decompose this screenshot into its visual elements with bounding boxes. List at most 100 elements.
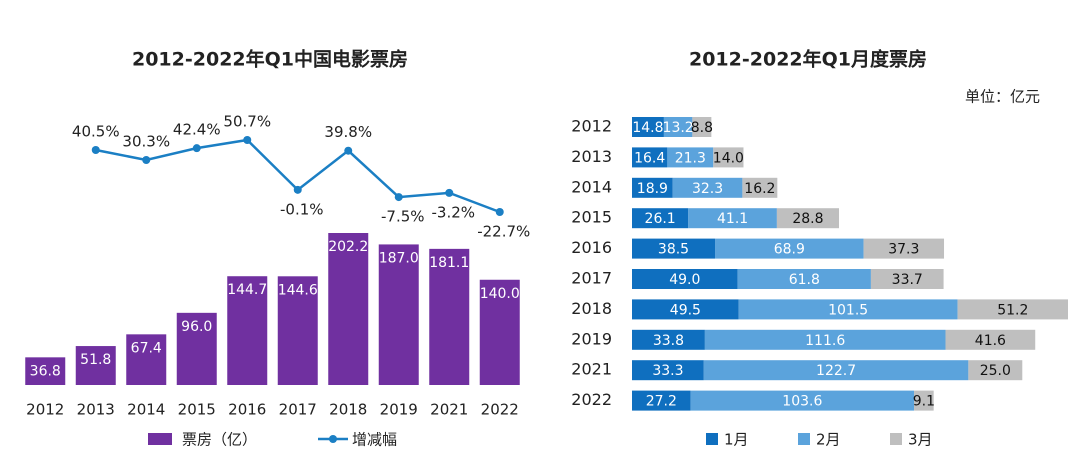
line-label: -22.7%: [477, 223, 530, 241]
segment-label: 32.3: [692, 181, 723, 197]
segment-label: 27.2: [646, 394, 677, 410]
bar-label: 51.8: [80, 352, 111, 368]
line-label: -7.5%: [381, 208, 425, 226]
bar: [227, 276, 268, 385]
segment-label: 16.2: [744, 181, 775, 197]
bar-label: 36.8: [30, 363, 61, 379]
bar: [126, 334, 167, 385]
x-tick-label: 2015: [178, 401, 216, 419]
bar: [328, 233, 369, 385]
x-tick-label: 2018: [329, 401, 367, 419]
legend-label: 票房（亿）: [182, 431, 257, 449]
segment-label: 61.8: [789, 272, 820, 288]
y-tick-label: 2017: [571, 269, 612, 288]
unit-label: 单位：亿元: [965, 88, 1040, 106]
x-tick-label: 2016: [228, 401, 266, 419]
line-marker: [293, 185, 302, 194]
bar-segment: [742, 177, 778, 198]
bar-segment: [870, 269, 944, 289]
segment-label: 25.0: [980, 363, 1011, 379]
segment-label: 41.6: [975, 333, 1006, 349]
segment-label: 14.8: [632, 120, 663, 136]
bar: [429, 248, 470, 385]
segment-label: 18.9: [637, 181, 668, 197]
segment-label: 33.3: [652, 363, 683, 379]
y-tick-label: 2016: [571, 238, 612, 257]
x-tick-label: 2019: [380, 401, 418, 419]
line-marker: [344, 146, 353, 155]
bar: [479, 279, 520, 385]
legend-label: 2月: [816, 431, 841, 449]
bar-segment: [776, 208, 840, 229]
segment-label: 14.0: [713, 150, 744, 166]
segment-label: 68.9: [774, 242, 805, 258]
bar: [378, 244, 419, 385]
bar-segment: [692, 117, 712, 137]
legend-swatch: [798, 433, 810, 445]
bar-segment: [632, 329, 705, 350]
bar-segment: [672, 177, 743, 198]
line-label: -0.1%: [280, 200, 324, 218]
y-tick-label: 2015: [571, 208, 612, 227]
legend-label: 3月: [908, 431, 933, 449]
chart-title: 2012-2022年Q1中国电影票房: [132, 48, 408, 71]
bar-segment: [738, 299, 958, 320]
bar-segment: [914, 390, 934, 411]
segment-label: 13.2: [663, 120, 694, 136]
bar-label: 187.0: [379, 250, 419, 266]
line-marker: [394, 193, 403, 202]
segment-label: 9.1: [913, 394, 935, 410]
legend-marker: [329, 435, 337, 443]
line-marker: [192, 144, 201, 153]
segment-label: 33.7: [892, 272, 923, 288]
segment-label: 28.8: [792, 211, 823, 227]
bar-segment: [957, 299, 1068, 320]
bar-label: 96.0: [181, 319, 212, 335]
segment-label: 8.8: [691, 120, 713, 136]
bar-label: 67.4: [131, 340, 162, 356]
segment-label: 26.1: [645, 211, 676, 227]
bar-segment: [737, 269, 871, 289]
segment-label: 101.5: [828, 302, 868, 318]
x-tick-label: 2014: [127, 401, 165, 419]
bar-segment: [632, 177, 673, 198]
bar-segment: [703, 360, 969, 381]
bar-segment: [945, 329, 1036, 350]
y-tick-label: 2018: [571, 299, 612, 318]
y-tick-label: 2013: [571, 147, 612, 166]
bar-segment: [713, 147, 744, 168]
x-tick-label: 2017: [279, 401, 317, 419]
bar-segment: [690, 390, 915, 411]
legend-swatch: [148, 433, 172, 445]
line-label: 39.8%: [324, 123, 372, 141]
bar-segment: [632, 238, 716, 259]
line-marker: [243, 136, 252, 144]
bar-label: 181.1: [429, 255, 469, 271]
bar-segment: [688, 208, 777, 229]
y-tick-label: 2014: [571, 177, 612, 196]
line-marker: [91, 146, 100, 155]
segment-label: 21.3: [675, 150, 706, 166]
bar: [176, 312, 217, 385]
segment-label: 38.5: [658, 242, 689, 258]
segment-label: 51.2: [997, 302, 1028, 318]
bar-label: 144.6: [278, 282, 318, 298]
bar-label: 144.7: [227, 282, 267, 298]
x-tick-label: 2021: [430, 401, 468, 419]
bar: [277, 276, 318, 385]
line-label: 42.4%: [173, 121, 221, 139]
legend-swatch: [890, 433, 902, 445]
segment-label: 49.0: [669, 272, 700, 288]
segment-label: 49.5: [670, 302, 701, 318]
bar-segment: [632, 360, 704, 381]
bar: [75, 346, 116, 385]
bar-segment: [632, 299, 739, 320]
legend-swatch: [706, 433, 718, 445]
legend-label: 增减幅: [352, 431, 397, 449]
chart-title: 2012-2022年Q1月度票房: [689, 48, 927, 71]
line-label: 30.3%: [122, 133, 170, 151]
y-tick-label: 2021: [571, 360, 612, 379]
line-label: 50.7%: [223, 113, 271, 131]
line-marker: [495, 208, 504, 216]
